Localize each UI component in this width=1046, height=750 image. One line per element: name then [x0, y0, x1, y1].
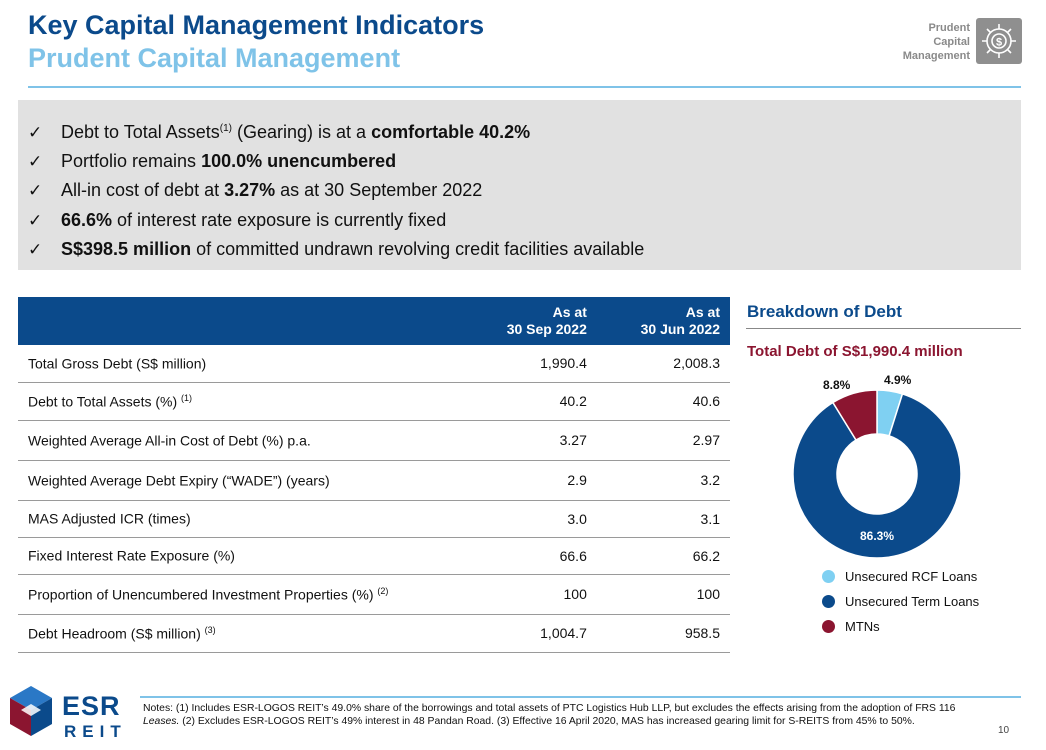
table-row: Debt Headroom (S$ million) (3) 1,004.7 958…	[18, 614, 730, 653]
row-label: Total Gross Debt (S$ million)	[18, 345, 464, 383]
svg-text:$: $	[996, 37, 1002, 49]
row-label: Debt Headroom (S$ million) (3)	[18, 614, 464, 653]
gear-dollar-icon: $	[976, 18, 1022, 64]
donut-data-label: 4.9%	[884, 373, 912, 387]
page-title: Key Capital Management Indicators	[28, 10, 485, 40]
legend-item: MTNs	[822, 618, 979, 643]
checkmark-icon: ✓	[28, 181, 43, 201]
row-value: 3.1	[596, 500, 730, 538]
section-badge: Prudent Capital Management $	[890, 18, 1025, 68]
row-label: Proportion of Unencumbered Investment Pr…	[18, 574, 464, 615]
checkmark-icon: ✓	[28, 239, 43, 259]
legend-item: Unsecured Term Loans	[822, 593, 979, 618]
row-value: 2.9	[463, 460, 597, 501]
breakdown-title: Breakdown of Debt	[747, 302, 902, 321]
row-value: 40.2	[463, 382, 597, 421]
row-value: 100	[596, 574, 730, 615]
row-value: 100	[463, 574, 597, 615]
table-header-row: As at 30 Sep 2022 As at 30 Jun 2022	[18, 297, 730, 345]
table-row: Debt to Total Assets (%) (1) 40.2 40.6	[18, 382, 730, 421]
row-value: 3.0	[463, 500, 597, 538]
page-number: 10	[998, 725, 1010, 736]
legend-swatch	[822, 595, 835, 608]
legend-swatch	[822, 620, 835, 633]
donut-slice-mtns	[831, 389, 878, 441]
donut-slice-unsecured-term-loans	[792, 393, 962, 559]
esr-reit-logo: ESR REIT	[8, 682, 138, 744]
row-value: 1,990.4	[463, 345, 597, 383]
row-value: 3.2	[596, 460, 730, 501]
table-row: MAS Adjusted ICR (times) 3.0 3.1	[18, 500, 730, 538]
summary-bullet: ✓ 66.6% of interest rate exposure is curr…	[28, 202, 1021, 231]
row-label: Fixed Interest Rate Exposure (%)	[18, 537, 464, 575]
row-value: 2,008.3	[596, 345, 730, 383]
header-divider	[28, 86, 1021, 88]
row-label: Weighted Average Debt Expiry (“WADE”) (y…	[18, 460, 464, 501]
row-label: Weighted Average All-in Cost of Debt (%)…	[18, 420, 464, 461]
column-header-jun-2022: As at 30 Jun 2022	[596, 297, 730, 345]
donut-data-label: 8.8%	[823, 378, 851, 392]
row-label: Debt to Total Assets (%) (1)	[18, 382, 464, 421]
checkmark-icon: ✓	[28, 152, 43, 172]
page-subtitle: Prudent Capital Management	[28, 43, 401, 73]
column-header-sep-2022: As at 30 Sep 2022	[463, 297, 597, 345]
row-value: 1,004.7	[463, 614, 597, 653]
logo-esr-text: ESR	[62, 691, 121, 721]
legend-item: Unsecured RCF Loans	[822, 568, 979, 593]
debt-breakdown-donut-chart: 86.3%	[792, 389, 962, 559]
summary-panel: ✓ Debt to Total Assets(1) (Gearing) is at…	[18, 100, 1021, 270]
legend-swatch	[822, 570, 835, 583]
table-row: Weighted Average Debt Expiry (“WADE”) (y…	[18, 460, 730, 501]
summary-bullet: ✓ S$398.5 million of committed undrawn re…	[28, 231, 1021, 260]
breakdown-subtitle: Total Debt of S$1,990.4 million	[747, 343, 963, 360]
chart-legend: Unsecured RCF Loans Unsecured Term Loans M…	[822, 568, 979, 643]
row-value: 958.5	[596, 614, 730, 653]
summary-bullet: ✓ All-in cost of debt at 3.27% as at 30 S…	[28, 172, 1021, 201]
breakdown-divider	[746, 328, 1021, 329]
legend-label: MTNs	[845, 619, 880, 634]
legend-label: Unsecured RCF Loans	[845, 569, 978, 584]
summary-bullet: ✓ Debt to Total Assets(1) (Gearing) is at…	[28, 114, 1021, 143]
table-row: Fixed Interest Rate Exposure (%) 66.6 66.…	[18, 537, 730, 575]
logo-cube-icon	[10, 686, 52, 736]
summary-bullet: ✓ Portfolio remains 100.0% unencumbered	[28, 143, 1021, 172]
table-row: Total Gross Debt (S$ million) 1,990.4 2,0…	[18, 345, 730, 383]
row-value: 66.2	[596, 537, 730, 575]
capital-indicators-table: As at 30 Sep 2022 As at 30 Jun 2022 Tota…	[18, 297, 730, 653]
summary-bullets: ✓ Debt to Total Assets(1) (Gearing) is at…	[18, 100, 1021, 260]
table-header-blank	[18, 297, 464, 345]
row-label: MAS Adjusted ICR (times)	[18, 500, 464, 538]
checkmark-icon: ✓	[28, 210, 43, 230]
logo-reit-text: REIT	[64, 722, 127, 741]
table-row: Weighted Average All-in Cost of Debt (%)…	[18, 420, 730, 461]
table-row: Proportion of Unencumbered Investment Pr…	[18, 574, 730, 615]
legend-label: Unsecured Term Loans	[845, 594, 980, 609]
checkmark-icon: ✓	[28, 123, 43, 142]
donut-data-label: 86.3%	[860, 529, 894, 543]
row-value: 66.6	[463, 537, 597, 575]
row-value: 2.97	[596, 420, 730, 461]
row-value: 3.27	[463, 420, 597, 461]
footer-divider	[140, 696, 1021, 698]
badge-text: Prudent Capital Management	[902, 22, 970, 62]
footnotes: Notes: (1) Includes ESR-LOGOS REIT’s 49.…	[143, 703, 956, 727]
row-value: 40.6	[596, 382, 730, 421]
